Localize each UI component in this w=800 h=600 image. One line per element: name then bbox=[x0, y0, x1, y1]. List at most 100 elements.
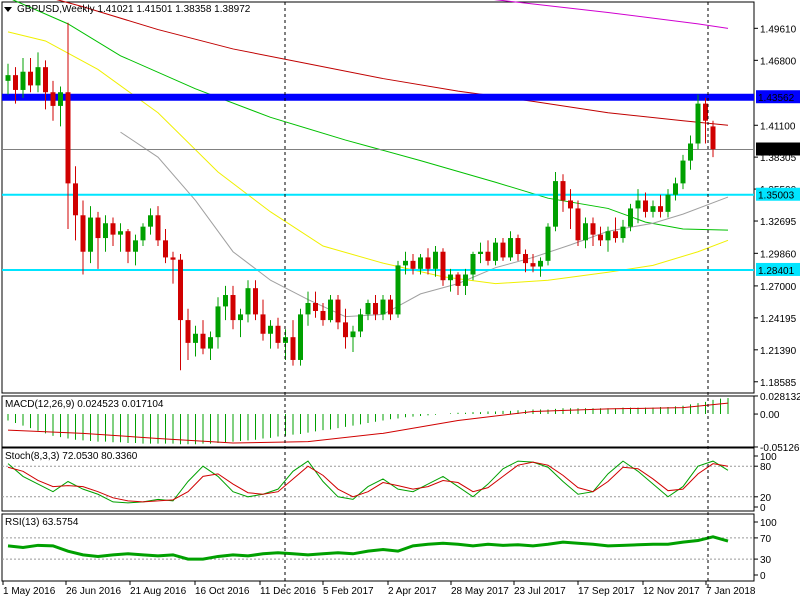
candle-body bbox=[628, 208, 633, 227]
candle-body bbox=[178, 259, 183, 321]
candle-body bbox=[605, 231, 611, 241]
candle-body bbox=[440, 251, 446, 281]
time-axis-label: 17 Sep 2017 bbox=[578, 586, 635, 597]
candle-body bbox=[350, 331, 356, 338]
candle-body bbox=[28, 71, 33, 86]
candle-body bbox=[110, 223, 116, 235]
time-axis-label: 16 Oct 2016 bbox=[195, 586, 250, 597]
price-panel: 1.496101.468001.411001.383051.355001.326… bbox=[1, 0, 800, 394]
rsi-title: RSI(13) 63.5754 bbox=[5, 517, 79, 528]
candle-body bbox=[433, 251, 438, 269]
last-price-label: 1.38972 bbox=[758, 146, 795, 157]
candle-body bbox=[65, 92, 71, 184]
time-axis-label: 7 Jan 2018 bbox=[706, 586, 756, 597]
candle-body bbox=[365, 302, 371, 315]
time-axis-label: 12 Nov 2017 bbox=[643, 586, 700, 597]
candle-body bbox=[380, 299, 386, 315]
time-axis-label: 28 May 2017 bbox=[451, 586, 509, 597]
stochastic-axis-tick-label: 0 bbox=[760, 503, 766, 514]
candle-body bbox=[455, 274, 461, 286]
candle-body bbox=[140, 226, 146, 241]
candle-body bbox=[703, 103, 708, 121]
candle-body bbox=[343, 322, 348, 338]
rsi-axis-tick-label: 30 bbox=[760, 555, 772, 566]
candle-body bbox=[530, 263, 536, 267]
candle-body bbox=[50, 92, 56, 106]
candle-body bbox=[253, 288, 258, 315]
support-level-label: 1.35003 bbox=[758, 191, 795, 202]
candle-body bbox=[125, 231, 131, 252]
candle-body bbox=[275, 325, 281, 343]
candle-body bbox=[613, 231, 618, 239]
candle-body bbox=[388, 299, 393, 315]
candle-body bbox=[80, 215, 86, 252]
price-axis-tick-label: 1.24195 bbox=[760, 314, 797, 325]
time-axis-label: 5 Feb 2017 bbox=[323, 586, 374, 597]
candle-body bbox=[238, 314, 243, 321]
time-axis-label: 2 Apr 2017 bbox=[388, 586, 437, 597]
candle-body bbox=[268, 325, 273, 334]
last-price-tag bbox=[756, 142, 800, 156]
candle-body bbox=[328, 299, 333, 321]
stochastic-axis-tick-label: 80 bbox=[760, 462, 772, 473]
price-axis-tick-label: 1.41100 bbox=[760, 121, 796, 132]
candle-body bbox=[73, 183, 78, 216]
candle-body bbox=[545, 226, 551, 261]
candle-body bbox=[523, 254, 528, 264]
candle-body bbox=[200, 333, 206, 349]
candle-body bbox=[185, 320, 191, 343]
candle-body bbox=[260, 314, 266, 334]
candle-body bbox=[463, 274, 468, 286]
support-level-label: 1.28401 bbox=[758, 266, 795, 277]
candle-body bbox=[568, 200, 573, 209]
rsi-axis-tick-label: 70 bbox=[760, 534, 772, 545]
price-axis-tick-label: 1.32695 bbox=[760, 217, 797, 228]
candle-body bbox=[395, 265, 401, 315]
price-axis-tick-label: 1.18585 bbox=[760, 378, 797, 389]
stochastic-axis-tick-label: 100 bbox=[760, 452, 777, 463]
candle-body bbox=[665, 194, 671, 212]
price-axis-tick-label: 1.49610 bbox=[760, 24, 797, 35]
candle-body bbox=[313, 302, 318, 311]
candle-body bbox=[710, 126, 716, 150]
candle-body bbox=[215, 306, 221, 338]
dropdown-triangle-icon[interactable] bbox=[4, 7, 12, 12]
candle-body bbox=[673, 183, 678, 195]
candle-body bbox=[103, 223, 108, 239]
price-axis-tick-label: 1.38305 bbox=[760, 153, 797, 164]
candle-body bbox=[43, 67, 48, 93]
macd-axis-tick-label: 0.028132 bbox=[760, 392, 800, 403]
candle-body bbox=[88, 217, 93, 252]
candle-body bbox=[163, 240, 168, 258]
candle-body bbox=[230, 295, 236, 321]
candle-body bbox=[620, 226, 626, 239]
candle-body bbox=[133, 240, 138, 252]
candle-body bbox=[485, 251, 491, 261]
price-panel-frame bbox=[1, 1, 755, 394]
candle-body bbox=[35, 67, 41, 86]
candle-body bbox=[538, 260, 543, 267]
candle-body bbox=[155, 215, 161, 241]
time-axis-label: 11 Dec 2016 bbox=[260, 586, 316, 597]
candle-body bbox=[508, 238, 513, 258]
candle-body bbox=[58, 92, 63, 106]
candle-body bbox=[643, 200, 648, 212]
candle-body bbox=[418, 257, 423, 269]
macd-panel-frame bbox=[1, 395, 755, 448]
candle-body bbox=[650, 206, 656, 212]
candle-body bbox=[695, 103, 701, 144]
candle-body bbox=[305, 302, 311, 315]
rsi-axis-tick-label: 0 bbox=[760, 571, 766, 582]
moving-average-yellow bbox=[7, 31, 729, 285]
candle-body bbox=[170, 257, 176, 260]
stochastic-axis-tick-label: 20 bbox=[760, 493, 772, 504]
candle-body bbox=[635, 200, 641, 209]
candle-body bbox=[553, 181, 558, 227]
stochastic-title: Stoch(8,3,3) 72.0530 80.3360 bbox=[5, 451, 138, 462]
macd-title: MACD(12,26,9) 0.024523 0.017104 bbox=[5, 399, 164, 410]
price-axis-tick-label: 1.21390 bbox=[760, 346, 797, 357]
candle-body bbox=[373, 302, 378, 315]
moving-average-red bbox=[56, 0, 729, 126]
price-axis-tick-label: 1.46800 bbox=[760, 56, 797, 67]
